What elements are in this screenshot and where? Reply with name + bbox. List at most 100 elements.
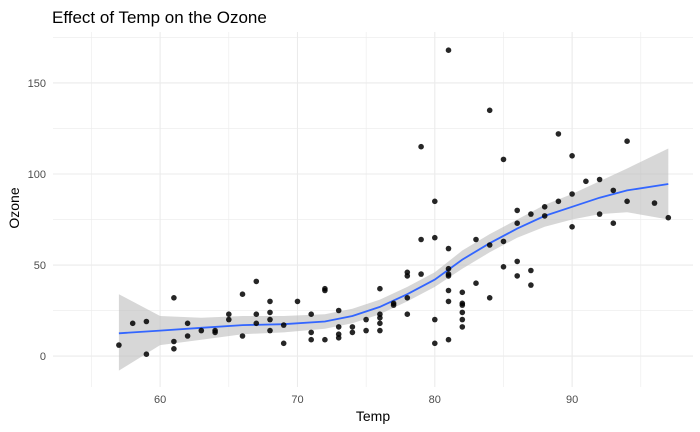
data-point <box>473 236 479 243</box>
data-point <box>445 336 452 343</box>
data-point <box>500 156 507 163</box>
data-point <box>514 207 520 214</box>
data-point <box>267 327 273 334</box>
data-point <box>349 329 356 336</box>
data-point <box>226 316 232 323</box>
data-point <box>569 153 575 159</box>
data-point <box>363 316 369 323</box>
data-point <box>253 320 260 327</box>
data-point <box>432 340 438 347</box>
data-point <box>528 282 534 288</box>
data-point <box>143 318 150 325</box>
data-point <box>555 131 562 137</box>
data-point <box>665 214 672 221</box>
data-point <box>459 309 466 316</box>
data-point <box>610 220 617 226</box>
data-point <box>377 320 383 327</box>
smooth-line <box>118 183 669 335</box>
data-point <box>308 336 315 343</box>
data-point <box>322 287 328 294</box>
data-point <box>445 298 452 305</box>
data-point <box>432 316 438 323</box>
data-point <box>404 273 411 279</box>
data-point <box>390 300 397 307</box>
data-point <box>445 287 452 294</box>
data-point <box>184 320 191 327</box>
data-point <box>418 143 424 150</box>
x-tick-label: 80 <box>429 394 441 406</box>
data-point <box>445 245 452 252</box>
data-point <box>500 238 507 245</box>
data-point <box>459 316 466 323</box>
data-point <box>528 267 534 274</box>
data-point <box>583 178 589 185</box>
data-point <box>459 302 466 308</box>
data-point <box>377 285 383 292</box>
data-point <box>432 198 438 205</box>
x-tick-label: 90 <box>566 394 578 406</box>
data-point <box>335 307 342 314</box>
data-point <box>610 187 617 194</box>
data-point <box>514 258 520 265</box>
data-point <box>280 340 287 347</box>
data-point <box>198 327 205 334</box>
data-point <box>596 176 603 183</box>
data-point <box>171 295 177 301</box>
data-point <box>528 211 534 217</box>
data-point <box>418 271 424 277</box>
data-point <box>624 138 630 144</box>
data-point <box>335 324 342 330</box>
data-point <box>184 333 191 339</box>
data-point <box>432 234 438 241</box>
data-point <box>541 204 548 210</box>
y-tick-label: 50 <box>34 260 46 272</box>
y-tick-label: 100 <box>28 169 46 181</box>
data-point <box>239 291 246 298</box>
data-point <box>459 289 466 296</box>
data-point <box>129 320 136 327</box>
x-tick-label: 70 <box>291 394 303 406</box>
smooth-line-layer <box>118 183 669 335</box>
data-point <box>349 324 356 330</box>
data-points-layer <box>116 47 672 358</box>
data-point <box>294 298 301 305</box>
data-point <box>116 342 122 348</box>
data-point <box>308 329 315 336</box>
data-point <box>171 346 177 352</box>
data-point <box>500 264 507 270</box>
data-point <box>514 220 520 226</box>
data-point <box>624 198 630 205</box>
data-point <box>569 224 575 230</box>
data-point <box>335 335 342 341</box>
data-point <box>212 329 218 336</box>
data-point <box>486 242 493 248</box>
data-point <box>541 213 548 219</box>
data-point <box>404 295 411 301</box>
data-point <box>253 278 260 285</box>
x-tick-label: 60 <box>154 394 166 406</box>
data-point <box>267 298 273 305</box>
data-point <box>226 311 232 318</box>
data-point <box>239 333 246 339</box>
y-axis-label: Ozone <box>6 187 22 228</box>
data-point <box>267 316 273 323</box>
data-point <box>486 107 493 114</box>
data-point <box>445 47 452 53</box>
data-point <box>308 311 315 318</box>
data-point <box>143 351 150 358</box>
data-point <box>596 211 603 217</box>
data-point <box>377 327 383 334</box>
chart-title: Effect of Temp on the Ozone <box>52 8 267 27</box>
data-point <box>514 273 520 279</box>
x-axis-label: Temp <box>356 408 390 424</box>
tick-labels: 60 70 80 90 0 50 100 150 <box>28 78 579 406</box>
data-point <box>486 295 493 301</box>
data-point <box>418 236 424 243</box>
data-point <box>459 324 466 330</box>
data-point <box>555 198 562 205</box>
data-point <box>363 327 369 334</box>
data-point <box>267 309 273 316</box>
y-tick-label: 0 <box>40 351 46 363</box>
data-point <box>404 311 411 318</box>
data-point <box>569 191 575 197</box>
